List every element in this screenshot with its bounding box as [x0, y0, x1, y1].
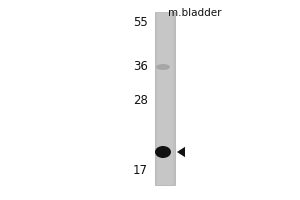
- Polygon shape: [177, 147, 185, 157]
- Bar: [157, 12, 173, 185]
- Ellipse shape: [155, 146, 171, 158]
- Bar: [155, 12, 175, 185]
- Text: 28: 28: [133, 94, 148, 106]
- Text: 55: 55: [133, 16, 148, 28]
- Text: 17: 17: [133, 164, 148, 176]
- Text: m.bladder: m.bladder: [168, 8, 222, 18]
- Ellipse shape: [156, 64, 170, 70]
- Text: 36: 36: [133, 60, 148, 73]
